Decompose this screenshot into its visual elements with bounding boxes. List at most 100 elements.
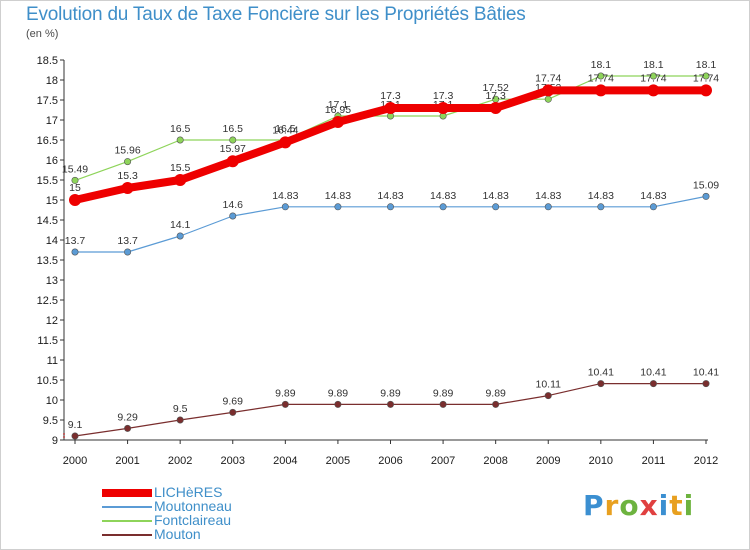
data-point — [229, 136, 237, 144]
data-point — [489, 102, 502, 114]
data-label: 10.11 — [536, 379, 562, 391]
data-point — [281, 203, 289, 211]
x-tick-label: 2012 — [694, 455, 718, 467]
data-label: 15 — [69, 182, 81, 194]
data-point — [597, 380, 605, 388]
x-tick-label: 2008 — [483, 455, 507, 467]
y-tick-label: 13.5 — [37, 255, 58, 267]
data-label: 13.7 — [65, 235, 86, 247]
y-tick-label: 17 — [46, 115, 58, 127]
y-tick-label: 13 — [46, 275, 58, 287]
data-label: 17.3 — [433, 90, 454, 102]
data-point — [176, 416, 184, 424]
y-tick-label: 18 — [46, 75, 58, 87]
data-point — [124, 248, 132, 256]
data-label: 17.3 — [380, 90, 401, 102]
y-tick-label: 16.5 — [37, 135, 58, 147]
data-point — [649, 380, 657, 388]
data-label: 17.74 — [640, 72, 666, 84]
data-label: 14.83 — [588, 190, 614, 202]
legend-label: Fontclaireau — [154, 512, 232, 528]
y-tick-label: 14.5 — [37, 215, 58, 227]
data-point — [702, 380, 710, 388]
x-tick-label: 2000 — [63, 455, 87, 467]
data-point — [492, 203, 500, 211]
legend-label: LICHèRES — [154, 484, 223, 500]
data-point — [279, 136, 292, 149]
y-tick-label: 9.5 — [43, 415, 58, 427]
data-label: 9.1 — [68, 419, 83, 431]
data-label: 17.3 — [485, 90, 506, 102]
data-point — [544, 203, 552, 211]
logo-letter: x — [639, 489, 659, 522]
data-label: 14.83 — [325, 190, 351, 202]
data-label: 18.1 — [696, 59, 717, 71]
data-label: 16.5 — [170, 123, 191, 135]
logo-letter: i — [658, 489, 670, 522]
data-point — [649, 72, 657, 80]
data-point — [384, 102, 397, 114]
data-point — [124, 158, 132, 166]
data-label: 9.89 — [433, 387, 454, 399]
data-label: 17.52 — [483, 82, 509, 94]
data-label: 17.74 — [535, 72, 561, 84]
y-tick-label: 12.5 — [37, 295, 58, 307]
data-label: 10.41 — [640, 367, 666, 379]
y-tick-label: 12 — [46, 315, 58, 327]
legend-label: Mouton — [154, 526, 201, 542]
data-label: 15.97 — [220, 143, 246, 155]
logo-letter: r — [604, 489, 620, 522]
y-tick-label: 11.5 — [37, 335, 58, 347]
data-label: 18.1 — [643, 59, 664, 71]
data-label: 15.96 — [114, 145, 140, 157]
y-tick-label: 14 — [46, 235, 58, 247]
data-label: 14.83 — [640, 190, 666, 202]
data-point — [334, 400, 342, 408]
data-point — [71, 176, 79, 184]
data-label: 15.09 — [693, 179, 719, 191]
data-point — [71, 432, 79, 440]
y-tick-label: 10.5 — [37, 375, 58, 387]
data-point — [647, 84, 660, 97]
data-point — [492, 400, 500, 408]
logo-letter: P — [583, 489, 605, 522]
legend-swatch-mouton — [102, 534, 152, 536]
data-label: 16.44 — [272, 124, 298, 136]
y-tick-label: 15.5 — [37, 175, 58, 187]
y-tick-label: 10 — [46, 395, 58, 407]
x-tick-label: 2005 — [326, 455, 350, 467]
data-label: 14.83 — [272, 190, 298, 202]
data-point — [544, 95, 552, 103]
y-tick-label: 18.5 — [37, 55, 58, 67]
data-point — [226, 155, 239, 168]
data-label: 9.29 — [117, 411, 138, 423]
data-label: 17.74 — [588, 72, 614, 84]
data-point — [124, 424, 132, 432]
data-label: 14.83 — [430, 190, 456, 202]
x-tick-label: 2002 — [168, 455, 192, 467]
legend-swatch-fontclaireau — [102, 520, 152, 522]
x-tick-label: 2006 — [378, 455, 402, 467]
series-moutonneau: 13.7 13.7 14.1 14.6 14.83 14.83 14.83 14.83 14.8… — [65, 179, 719, 256]
data-point — [594, 84, 607, 97]
data-point — [439, 203, 447, 211]
data-point — [121, 182, 134, 194]
data-label: 9.89 — [275, 387, 296, 399]
data-point — [281, 400, 289, 408]
data-label: 18.1 — [591, 59, 612, 71]
data-label: 9.89 — [485, 387, 506, 399]
data-point — [334, 203, 342, 211]
data-point — [386, 400, 394, 408]
chart-title: Evolution du Taux de Taxe Foncière sur l… — [26, 4, 526, 25]
data-label: 10.41 — [588, 367, 614, 379]
data-point — [69, 194, 81, 206]
data-point — [229, 212, 237, 220]
data-label: 13.7 — [117, 235, 138, 247]
y-tick-label: 11 — [47, 355, 58, 367]
logo-letter: i — [683, 489, 695, 522]
proxiti-logo: Proxiti — [583, 489, 694, 522]
data-point — [331, 116, 344, 128]
legend-swatch-moutonneau — [102, 506, 152, 508]
data-label: 9.89 — [380, 387, 401, 399]
